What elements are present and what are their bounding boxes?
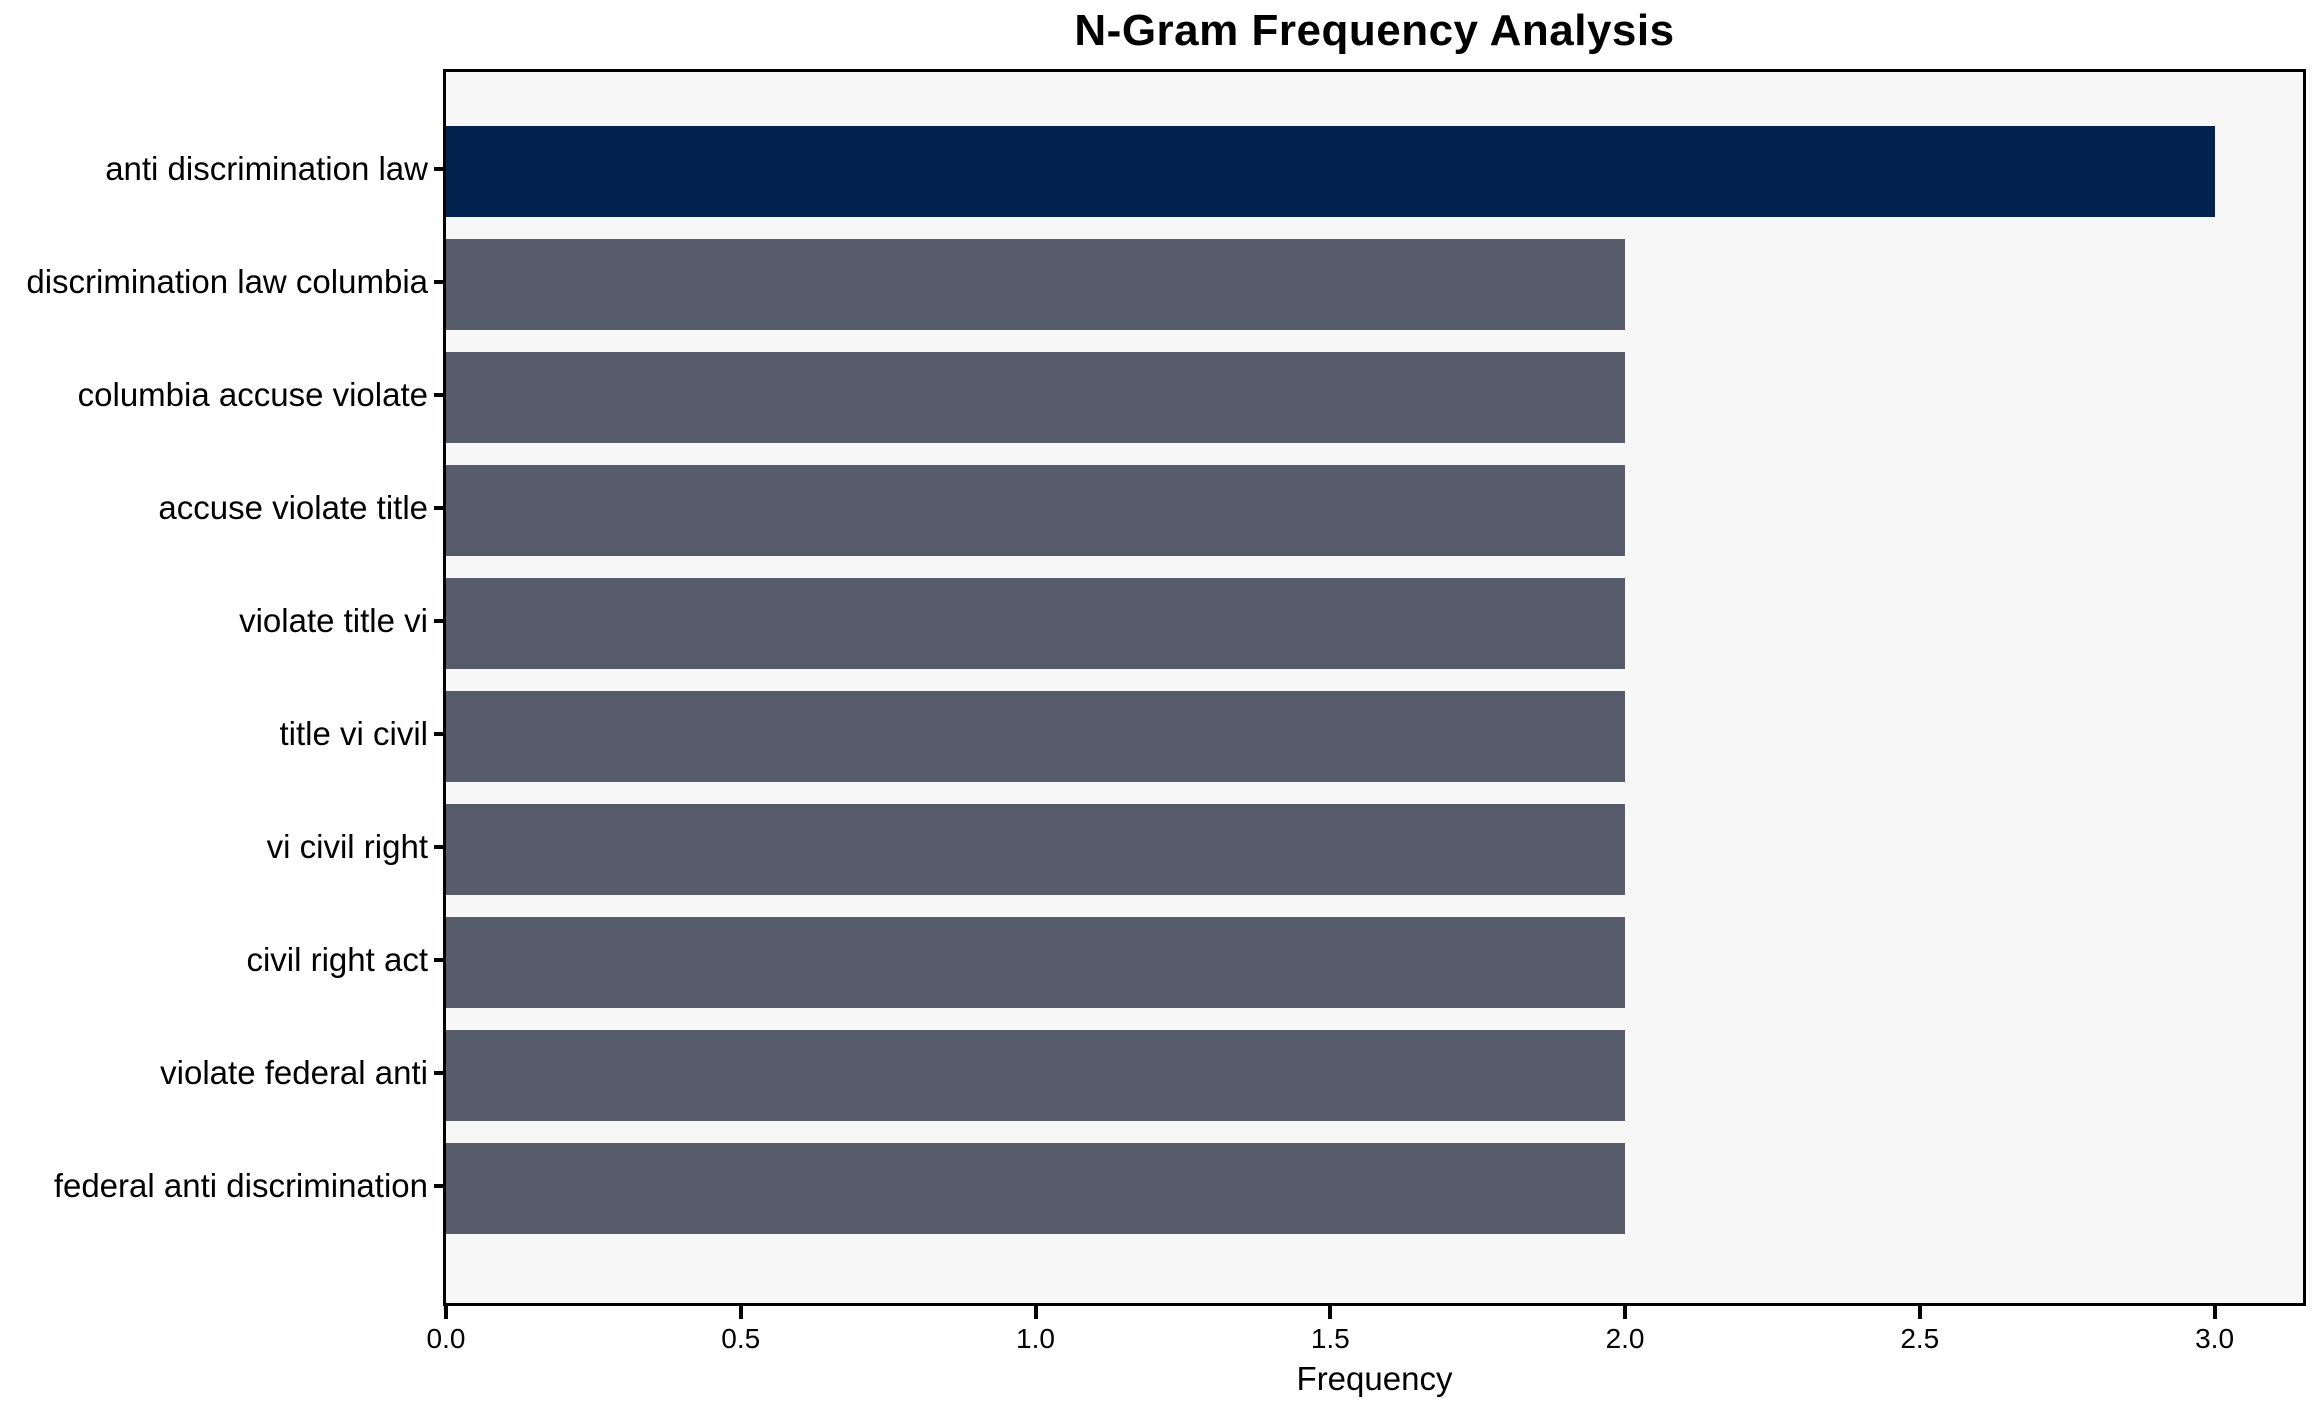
bar [446, 465, 1626, 556]
plot-area [443, 69, 2306, 1306]
y-tick-mark [434, 1070, 446, 1075]
y-tick-mark [434, 844, 446, 849]
bar-row [446, 906, 2303, 1019]
bar [446, 126, 2215, 217]
bar-row [446, 454, 2303, 567]
y-axis-label: columbia accuse violate [77, 375, 428, 413]
bar [446, 352, 1626, 443]
y-axis-label: violate title vi [239, 601, 428, 639]
y-axis-label: vi civil right [266, 827, 428, 865]
y-axis-labels: anti discrimination law discrimination la… [0, 112, 428, 1242]
x-tick-label: 1.5 [1310, 1323, 1350, 1354]
y-tick-mark [434, 279, 446, 284]
bar [446, 917, 1626, 1008]
y-tick-mark [434, 731, 446, 736]
x-tick-mark [444, 1306, 448, 1319]
x-tick-label: 0.5 [721, 1323, 761, 1354]
x-tick-mark [1917, 1306, 1922, 1319]
y-axis-label: federal anti discrimination [53, 1166, 428, 1204]
x-tick-label: 1.0 [1016, 1323, 1055, 1354]
y-axis-label: accuse violate title [158, 488, 428, 526]
y-tick-mark [434, 957, 446, 962]
x-tick-mark [1328, 1306, 1333, 1319]
y-axis-label: discrimination law columbia [26, 262, 428, 300]
bar-row [446, 1132, 2303, 1245]
x-tick-mark [738, 1306, 743, 1319]
bar-row [446, 1019, 2303, 1132]
x-tick-label: 0.0 [426, 1323, 466, 1354]
y-tick-mark [434, 1183, 446, 1188]
bar-row [446, 115, 2303, 228]
y-tick-mark [434, 505, 446, 510]
bar [446, 804, 1626, 895]
bar [446, 239, 1626, 330]
chart-title: N-Gram Frequency Analysis [1074, 6, 1675, 55]
bar-row [446, 341, 2303, 454]
bar [446, 691, 1626, 782]
bar-row [446, 567, 2303, 680]
bar [446, 578, 1626, 669]
y-tick-mark [434, 392, 446, 397]
y-axis-label: violate federal anti [160, 1053, 428, 1091]
bar-row [446, 680, 2303, 793]
bar-row [446, 793, 2303, 906]
y-axis-ticks [434, 112, 446, 1242]
x-tick-mark [1623, 1306, 1628, 1319]
x-tick-label: 2.5 [1900, 1323, 1940, 1354]
bar [446, 1030, 1626, 1121]
y-axis-label: anti discrimination law [105, 149, 428, 187]
y-axis-label: civil right act [246, 940, 428, 978]
x-tick-mark [2212, 1306, 2217, 1319]
x-tick-label: 2.0 [1605, 1323, 1645, 1354]
y-tick-mark [434, 618, 446, 623]
bar [446, 1143, 1626, 1234]
x-axis-ticks: 0.0 0.5 1.0 1.5 2.0 2.5 3.0 [427, 1306, 2303, 1376]
bar-row [446, 228, 2303, 341]
bars [446, 115, 2303, 1245]
y-axis-label: title vi civil [279, 714, 428, 752]
x-tick-label: 3.0 [2195, 1323, 2235, 1354]
y-tick-mark [434, 166, 446, 171]
x-tick-mark [1033, 1306, 1038, 1319]
x-axis-label: Frequency [1296, 1360, 1453, 1397]
